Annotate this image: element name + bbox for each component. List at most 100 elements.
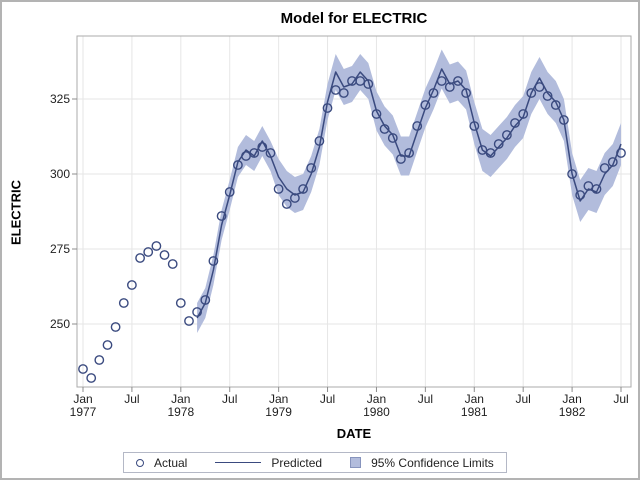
actual-point (232, 160, 243, 170)
actual-point (379, 124, 390, 134)
actual-point (444, 82, 455, 92)
actual-point (143, 247, 154, 257)
legend: Actual Predicted 95% Confidence Limits (123, 452, 507, 473)
actual-point (363, 79, 374, 89)
confidence-band-icon (350, 457, 362, 468)
actual-point (216, 211, 227, 221)
actual-point (102, 340, 113, 350)
actual-point (249, 148, 260, 158)
x-tick-label: Jul (403, 393, 447, 406)
x-tick-year: 1981 (460, 405, 488, 419)
actual-point (298, 184, 308, 194)
actual-point (567, 169, 577, 179)
actual-point (599, 163, 610, 173)
x-tick-label: Jan 1981 (452, 393, 496, 419)
actual-point (526, 88, 537, 98)
actual-point (306, 163, 317, 173)
predicted-line-icon (215, 462, 262, 463)
actual-point (583, 181, 594, 191)
actual-point (126, 280, 137, 290)
legend-label-actual: Actual (154, 455, 188, 470)
actual-point (395, 154, 406, 164)
actual-point (387, 133, 398, 143)
x-tick-month: Jul (613, 392, 629, 406)
y-tick-label: 325 (49, 92, 70, 106)
actual-point (550, 100, 561, 110)
actual-point (607, 157, 618, 167)
actual-point (322, 103, 333, 113)
x-tick-month: Jan (562, 392, 582, 406)
actual-point (167, 259, 178, 269)
actual-point (404, 148, 414, 158)
x-tick-month: Jul (319, 392, 336, 406)
actual-point (208, 256, 219, 266)
x-tick-label: Jul (501, 393, 545, 406)
actual-point (192, 307, 203, 317)
actual-point (485, 148, 496, 158)
actual-point (420, 100, 431, 110)
actual-point (273, 184, 284, 194)
actual-point (78, 364, 88, 374)
x-tick-month: Jul (417, 392, 434, 406)
actual-point (257, 142, 268, 152)
actual-point (493, 139, 504, 149)
actual-point (265, 148, 276, 158)
x-tick-label: Jan 1978 (159, 393, 203, 419)
x-tick-month: Jul (124, 392, 140, 406)
x-tick-year: 1982 (558, 405, 586, 419)
confidence-band (197, 49, 621, 333)
x-tick-month: Jan (268, 392, 289, 406)
actual-point (200, 295, 211, 305)
actual-point (159, 250, 170, 260)
actual-point (575, 190, 586, 200)
x-tick-year: 1980 (363, 405, 390, 419)
actual-point (436, 76, 447, 86)
x-tick-year: 1979 (265, 405, 292, 419)
x-tick-label: Jul (208, 393, 252, 406)
y-axis-title: ELECTRIC (8, 180, 24, 245)
x-tick-label: Jan 1982 (550, 393, 594, 419)
actual-point (518, 109, 529, 119)
actual-point (501, 130, 512, 140)
actual-point (314, 136, 325, 146)
x-axis-title: DATE (336, 426, 372, 441)
chart-title: Model for ELECTRIC (280, 10, 428, 27)
y-tick-label: 300 (49, 167, 70, 181)
legend-label-confidence-limits: 95% Confidence Limits (371, 455, 494, 470)
actual-point (241, 151, 251, 161)
actual-point (224, 187, 235, 197)
actual-point (453, 76, 463, 86)
actual-point (281, 199, 292, 209)
x-tick-month: Jan (464, 392, 484, 406)
x-tick-year: 1977 (69, 405, 97, 419)
x-tick-month: Jul (222, 392, 238, 406)
actual-point (184, 316, 194, 326)
actual-point (135, 253, 146, 263)
actual-point (412, 121, 423, 131)
x-tick-year: 1978 (167, 405, 195, 419)
actual-point (371, 109, 382, 119)
y-tick-label: 250 (49, 317, 70, 331)
actual-point (428, 88, 439, 98)
actual-point (151, 241, 162, 251)
actual-point (118, 298, 129, 308)
x-tick-label: Jul (110, 393, 154, 406)
actual-point (534, 82, 545, 92)
x-tick-month: Jan (171, 392, 191, 406)
actual-point (510, 118, 520, 128)
actual-point (355, 76, 366, 86)
actual-point (542, 91, 553, 101)
actual-point (330, 85, 341, 95)
actual-point (461, 88, 471, 98)
actual-marker-icon (136, 458, 144, 467)
x-tick-label: Jan 1979 (257, 393, 301, 419)
legend-label-predicted: Predicted (271, 455, 323, 470)
actual-point (591, 184, 602, 194)
actual-point (559, 115, 569, 125)
actual-point (175, 298, 186, 308)
x-tick-label: Jul (306, 393, 350, 406)
actual-point (338, 88, 349, 98)
predicted-line (196, 68, 622, 319)
